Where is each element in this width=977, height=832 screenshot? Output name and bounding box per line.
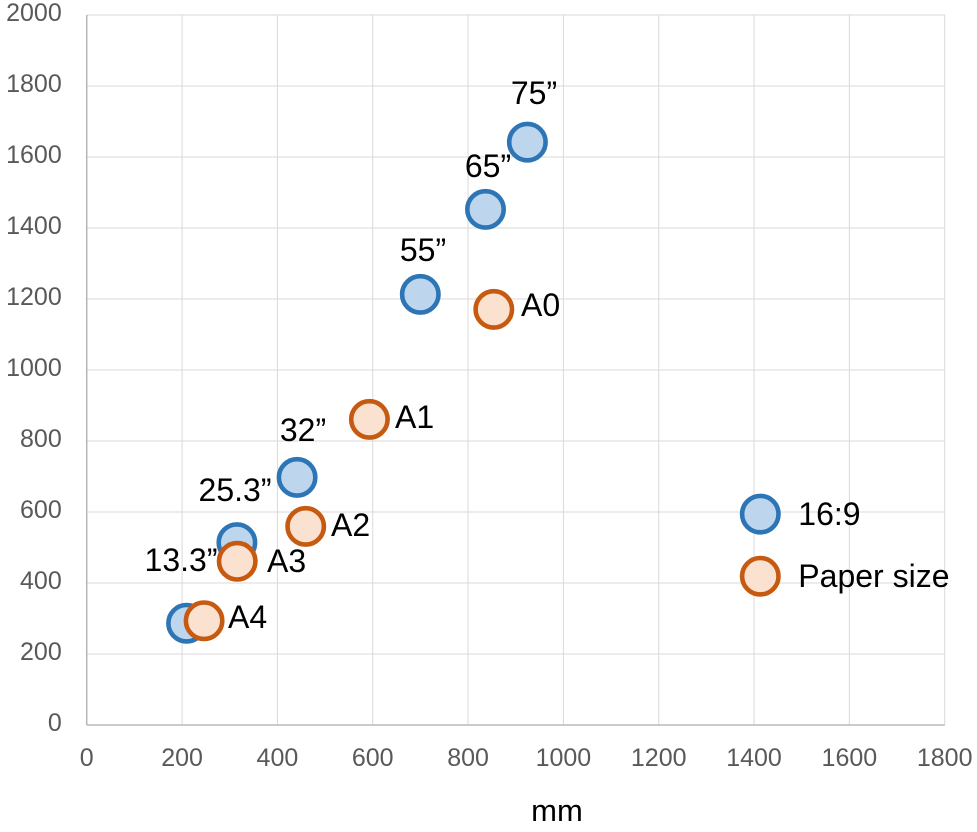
svg-text:32”: 32” <box>280 412 326 448</box>
svg-text:400: 400 <box>257 744 299 772</box>
svg-text:200: 200 <box>20 638 62 666</box>
svg-text:A2: A2 <box>331 507 370 543</box>
svg-text:25.3”: 25.3” <box>199 472 272 508</box>
svg-text:1800: 1800 <box>917 744 973 772</box>
svg-text:200: 200 <box>161 744 203 772</box>
svg-text:600: 600 <box>352 744 394 772</box>
svg-text:A0: A0 <box>521 287 560 323</box>
svg-text:400: 400 <box>20 567 62 595</box>
svg-text:13.3”: 13.3” <box>145 542 218 578</box>
svg-text:1800: 1800 <box>6 70 62 98</box>
svg-text:A4: A4 <box>228 599 267 635</box>
svg-text:800: 800 <box>20 425 62 453</box>
svg-text:2000: 2000 <box>6 0 62 27</box>
svg-text:Paper size: Paper size <box>798 558 949 594</box>
svg-text:1600: 1600 <box>822 744 878 772</box>
svg-text:1000: 1000 <box>6 354 62 382</box>
svg-text:0: 0 <box>80 744 94 772</box>
svg-text:1400: 1400 <box>726 744 782 772</box>
svg-text:55”: 55” <box>400 232 446 268</box>
svg-text:1200: 1200 <box>6 283 62 311</box>
svg-text:mm: mm <box>531 793 583 827</box>
svg-text:1400: 1400 <box>6 212 62 240</box>
svg-text:0: 0 <box>48 709 62 737</box>
svg-text:800: 800 <box>447 744 489 772</box>
svg-text:16:9: 16:9 <box>798 496 860 532</box>
svg-text:600: 600 <box>20 496 62 524</box>
svg-text:A1: A1 <box>395 399 434 435</box>
svg-text:1000: 1000 <box>536 744 592 772</box>
svg-text:A3: A3 <box>267 543 306 579</box>
svg-text:65”: 65” <box>465 148 511 184</box>
svg-text:1600: 1600 <box>6 141 62 169</box>
svg-text:75”: 75” <box>511 75 557 111</box>
svg-text:1200: 1200 <box>631 744 687 772</box>
